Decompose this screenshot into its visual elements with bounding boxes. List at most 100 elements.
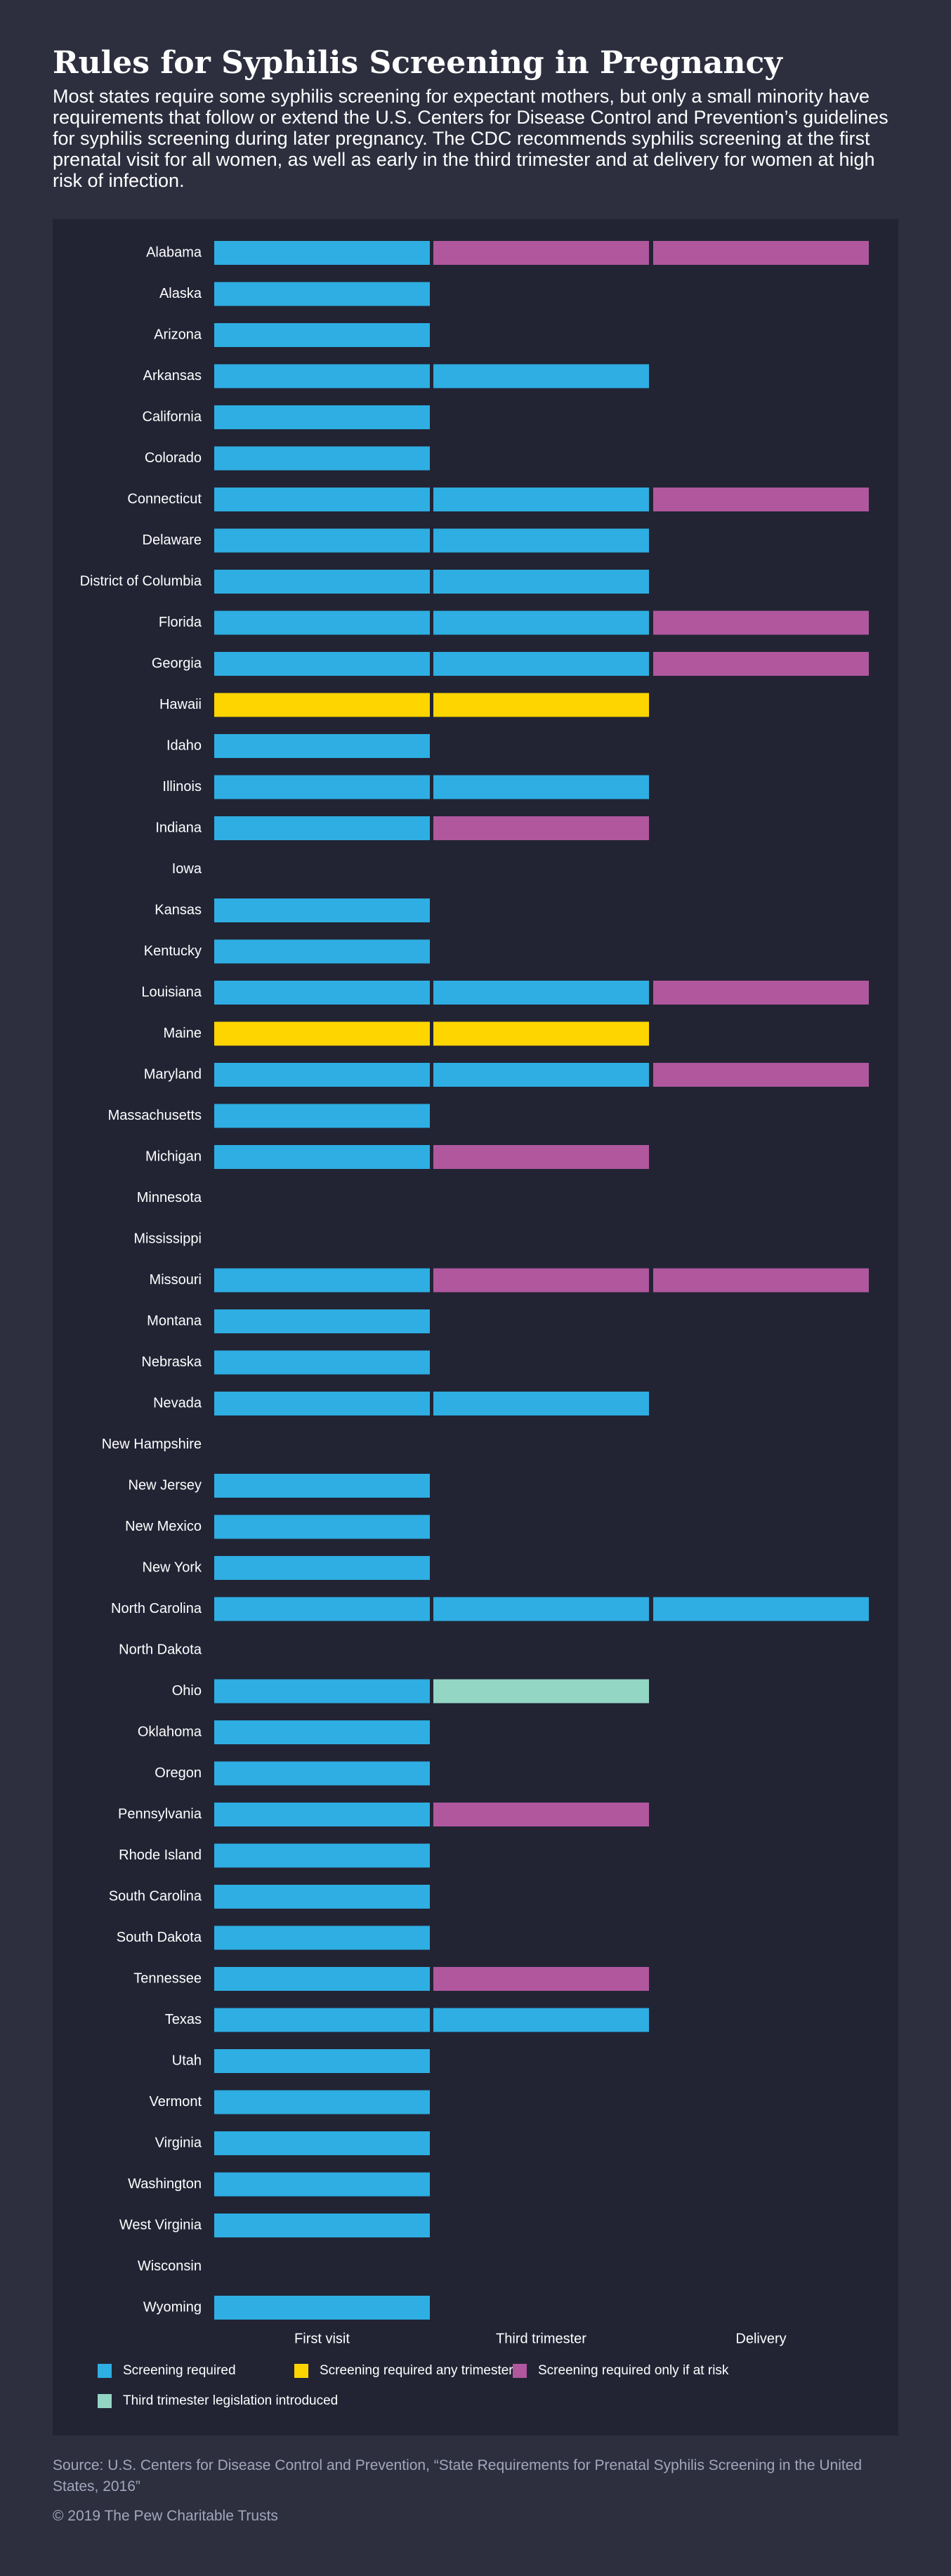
state-label: Washington — [128, 2176, 202, 2192]
screening-bar — [433, 1597, 649, 1621]
screening-bar — [214, 2131, 430, 2155]
column-label: Delivery — [735, 2331, 786, 2346]
state-label: Nebraska — [141, 1354, 202, 1370]
copyright-note: © 2019 The Pew Charitable Trusts — [53, 2508, 278, 2524]
screening-bar — [214, 1021, 430, 1046]
screening-bar — [214, 734, 430, 758]
screening-bar — [433, 364, 649, 388]
screening-bar — [214, 1885, 430, 1909]
screening-bar — [214, 1104, 430, 1128]
state-label: Michigan — [145, 1149, 202, 1164]
state-label: Pennsylvania — [118, 1806, 202, 1822]
screening-bar — [214, 652, 430, 676]
state-label: Maryland — [144, 1066, 202, 1082]
screening-bar — [214, 1679, 430, 1704]
screening-bar — [214, 1474, 430, 1498]
screening-bar — [214, 282, 430, 306]
screening-bar — [214, 610, 430, 635]
screening-bar — [214, 1350, 430, 1375]
screening-bar — [433, 652, 649, 676]
screening-bar — [214, 2172, 430, 2197]
state-label: West Virginia — [119, 2217, 202, 2232]
column-label: First visit — [294, 2331, 350, 2346]
state-label: North Carolina — [111, 1601, 202, 1616]
screening-bar — [433, 1679, 649, 1704]
state-label: Indiana — [155, 820, 202, 835]
legend-label: Third trimester legislation introduced — [123, 2393, 339, 2408]
screening-bar — [214, 1268, 430, 1293]
state-label: Colorado — [145, 450, 202, 466]
screening-bar — [433, 816, 649, 840]
legend-item: Screening required — [98, 2363, 236, 2379]
screening-bar — [433, 1145, 649, 1169]
screening-bar — [653, 981, 869, 1005]
screening-bar — [653, 241, 869, 265]
state-label: New Hampshire — [102, 1437, 202, 1452]
legend-item: Third trimester legislation introduced — [98, 2393, 338, 2409]
legend-label: Screening required — [123, 2363, 236, 2378]
screening-bar — [214, 364, 430, 388]
chart-panel: Alabama Alaska Arizona Arkansas California Co… — [53, 219, 898, 2436]
state-label: New York — [143, 1560, 202, 1575]
state-label: Utah — [172, 2053, 202, 2068]
screening-bar — [653, 610, 869, 635]
screening-bar — [433, 241, 649, 265]
screening-bar — [214, 939, 430, 964]
screening-bar — [214, 1803, 430, 1826]
legend-swatch — [513, 2364, 527, 2378]
screening-bar — [214, 241, 430, 265]
screening-bar — [433, 610, 649, 635]
screening-bar — [653, 1597, 869, 1621]
screening-bar — [214, 1597, 430, 1621]
state-label: Ohio — [172, 1683, 202, 1699]
screening-bar — [433, 981, 649, 1005]
screening-bar — [214, 2214, 430, 2237]
state-label: Delaware — [143, 532, 202, 548]
legend-swatch — [294, 2364, 308, 2378]
legend-label: Screening required only if at risk — [538, 2363, 729, 2378]
state-label: Virginia — [155, 2135, 202, 2150]
screening-bar — [433, 528, 649, 553]
state-label: Oklahoma — [138, 1724, 202, 1739]
state-label: District of Columbia — [80, 573, 202, 589]
state-label: California — [143, 409, 202, 424]
screening-bar — [214, 1145, 430, 1169]
state-label: Montana — [147, 1313, 202, 1328]
source-note: Source: U.S. Centers for Disease Control… — [53, 2457, 863, 2495]
screening-bar — [214, 1392, 430, 1416]
screening-bar — [214, 981, 430, 1005]
screening-bar — [214, 1843, 430, 1868]
screening-bar — [433, 1063, 649, 1087]
column-label: Third trimester — [496, 2331, 586, 2346]
state-label: Louisiana — [141, 984, 202, 1000]
screening-bar — [214, 898, 430, 922]
screening-bar — [214, 570, 430, 594]
state-label: Tennessee — [133, 1970, 202, 1986]
legend-swatch — [98, 2394, 112, 2408]
state-label: South Dakota — [117, 1930, 202, 1945]
screening-bar — [214, 693, 430, 717]
state-label: Idaho — [166, 738, 202, 753]
screening-bar — [214, 2296, 430, 2320]
state-label: Iowa — [172, 861, 202, 877]
state-label: Minnesota — [137, 1190, 202, 1205]
state-label: Maine — [164, 1026, 202, 1041]
screening-bar — [433, 1021, 649, 1046]
state-label: Texas — [165, 2012, 202, 2027]
screening-bar — [214, 2090, 430, 2114]
screening-bar — [433, 2008, 649, 2032]
screening-bar — [214, 323, 430, 347]
state-label: Rhode Island — [119, 1848, 202, 1863]
state-label: Nevada — [153, 1395, 202, 1411]
state-label: Arkansas — [143, 368, 202, 384]
state-label: Connecticut — [127, 491, 202, 506]
state-label: Mississippi — [133, 1231, 202, 1246]
screening-bar — [433, 693, 649, 717]
legend-label: Screening required any trimester — [320, 2363, 513, 2378]
screening-bar — [214, 1063, 430, 1087]
state-label: Wisconsin — [138, 2258, 202, 2274]
state-label: Georgia — [152, 655, 202, 671]
state-label: New Mexico — [125, 1519, 202, 1534]
state-label: Wyoming — [143, 2299, 202, 2315]
state-label: Oregon — [155, 1765, 202, 1781]
